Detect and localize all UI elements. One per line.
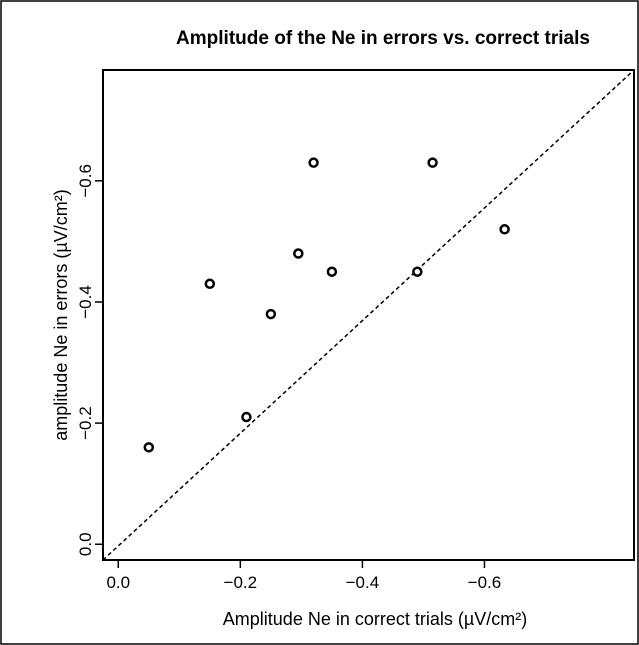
x-tick-label: −0.6 [468,573,502,592]
point [265,308,277,320]
point [427,157,438,168]
point [326,266,338,277]
y-tick-label: −0.2 [76,406,95,440]
point [143,442,155,453]
point [412,266,423,277]
point [204,278,216,290]
x-axis-label: Amplitude Ne in correct trials (µV/cm²) [223,609,527,629]
x-tick-label: −0.2 [224,573,258,592]
plot-frame [102,69,635,561]
y-tick-label: −0.6 [76,164,95,198]
x-tick-label: 0.0 [106,573,130,592]
y-tick-label: −0.4 [76,285,95,319]
x-tick-label: −0.4 [346,573,380,592]
point [241,411,252,423]
point [308,157,319,168]
y-tick-label: 0.0 [76,532,95,556]
y-axis-label: amplitude Ne in errors (µV/cm²) [51,189,71,440]
point [499,224,510,235]
point [293,248,304,259]
chart-title: Amplitude of the Ne in errors vs. correc… [176,28,590,49]
diagonal-reference [102,69,635,561]
